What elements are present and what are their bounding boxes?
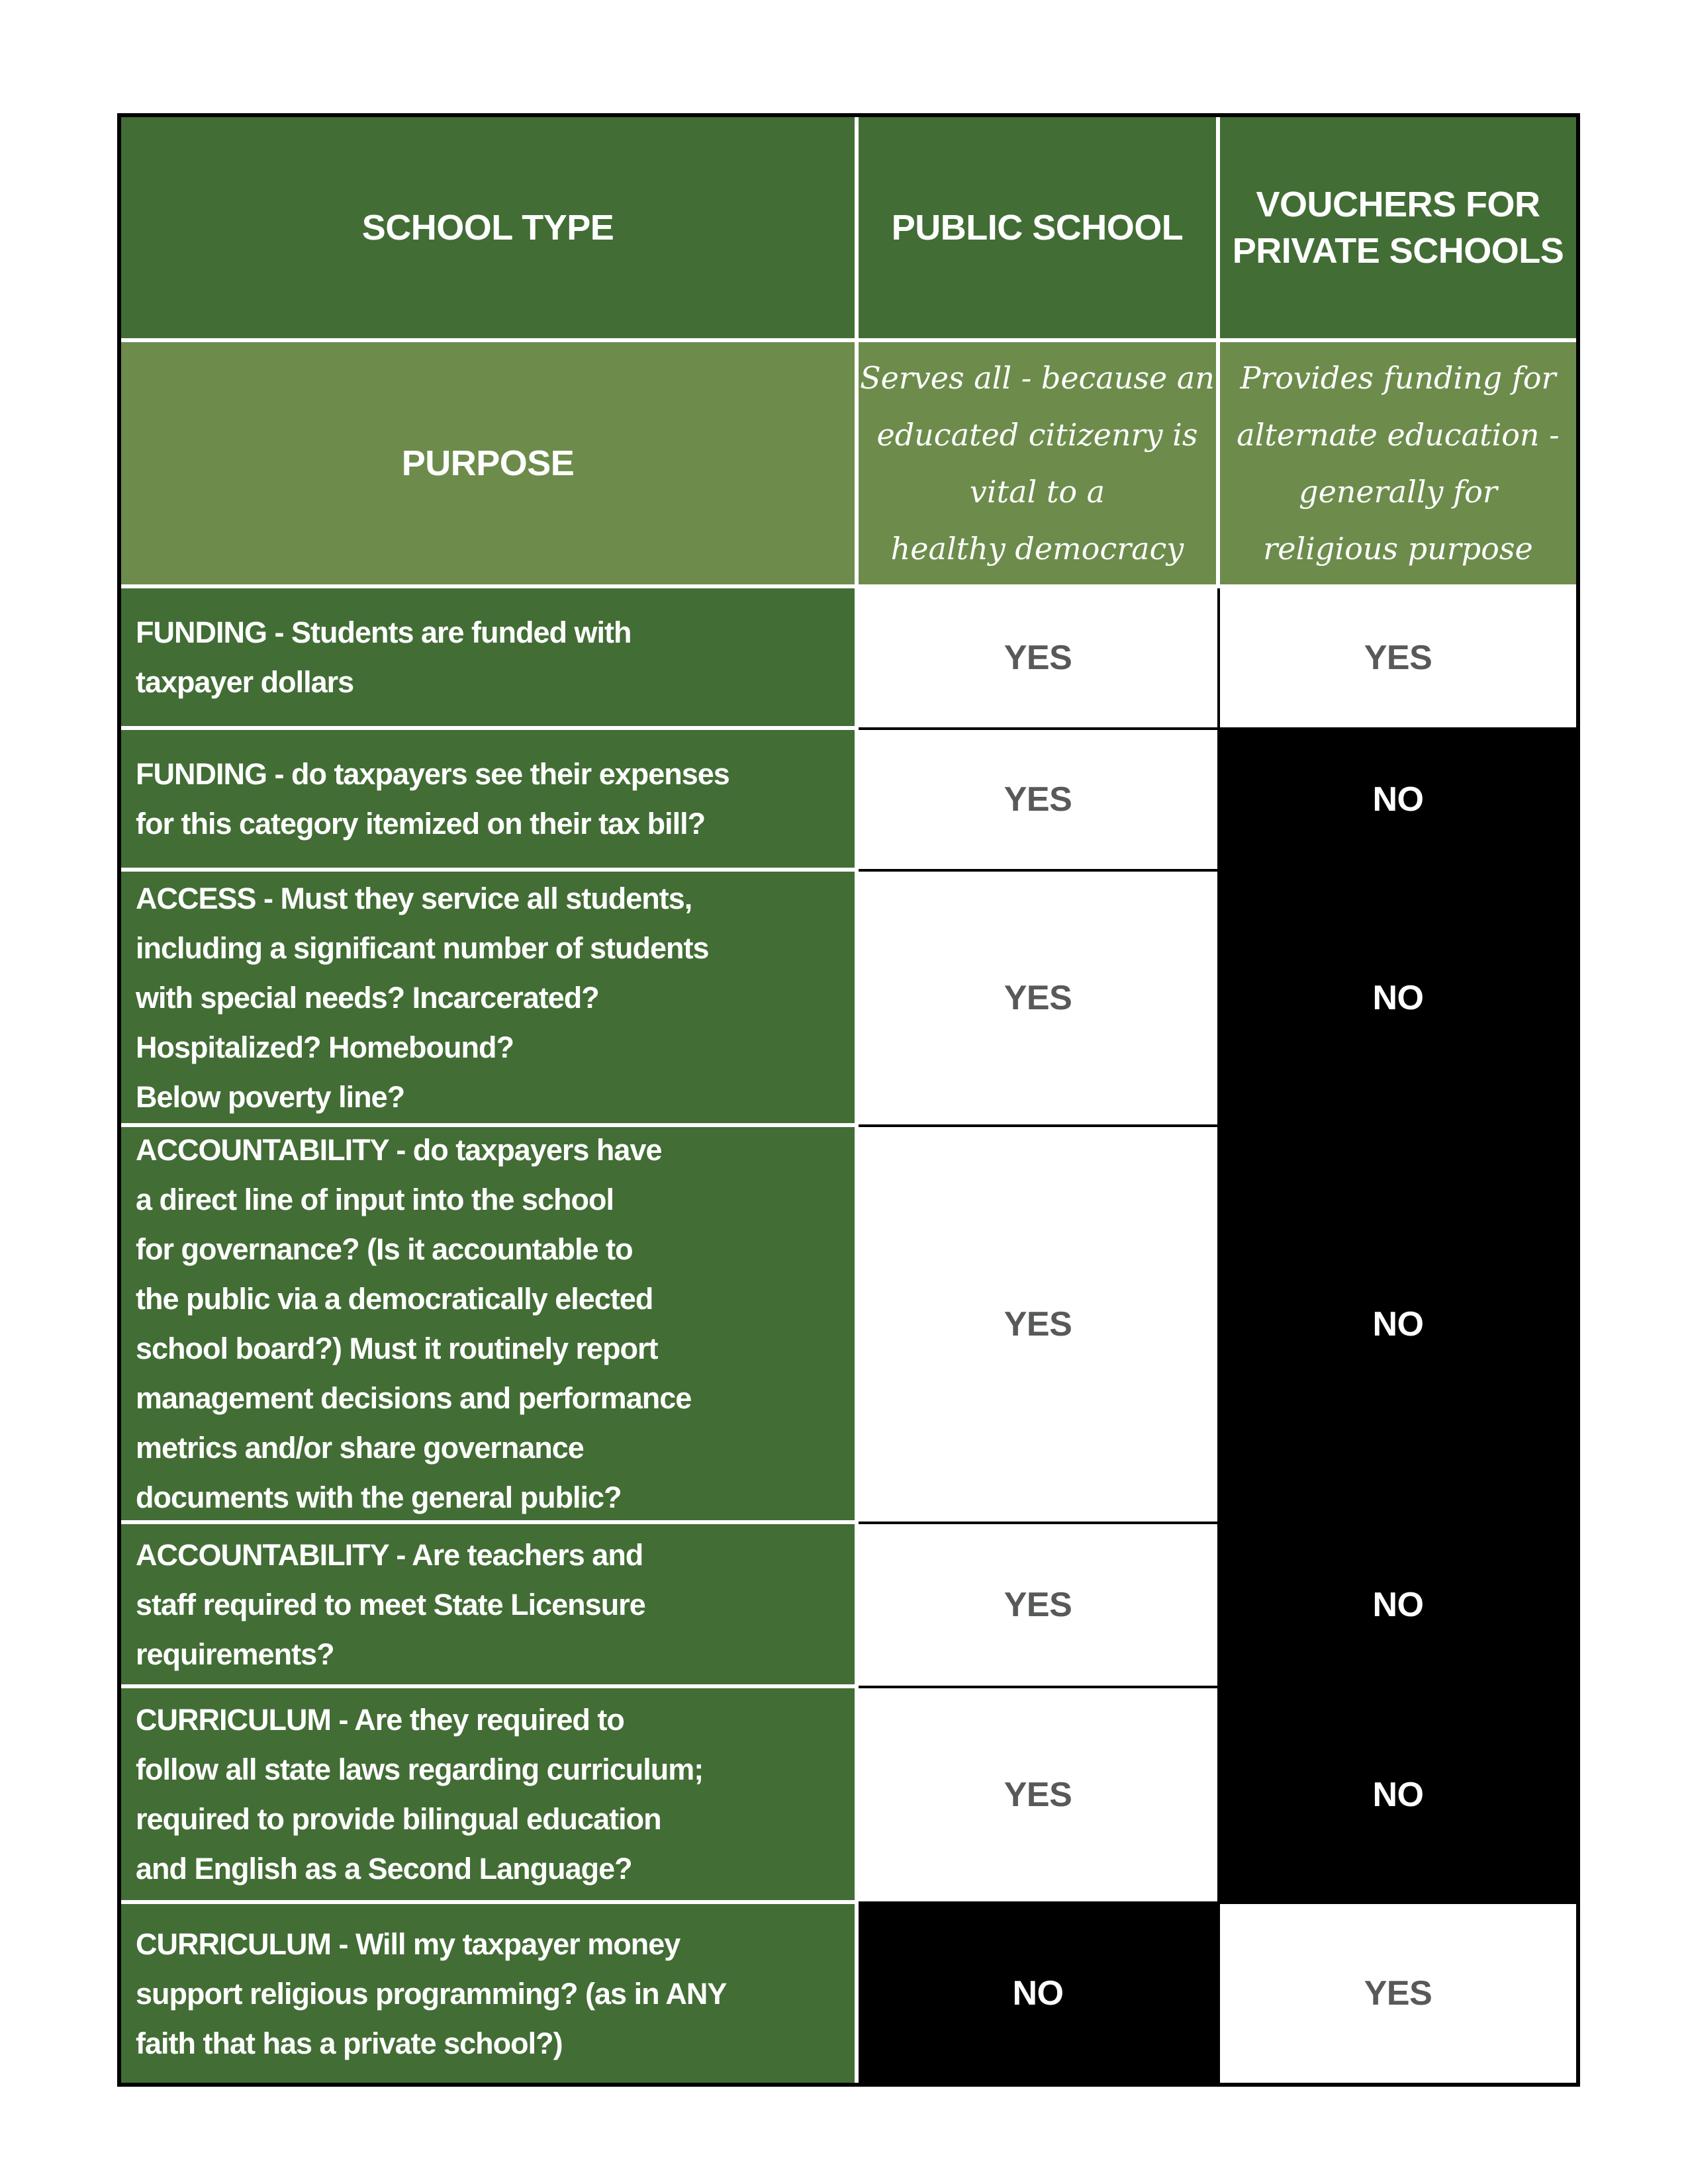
public-school-value: YES bbox=[859, 1688, 1220, 1904]
vouchers-value: NO bbox=[1220, 1524, 1576, 1688]
vouchers-value: NO bbox=[1220, 1688, 1576, 1904]
table-row: ACCOUNTABILITY - Are teachers and staff … bbox=[121, 1524, 1576, 1688]
vouchers-value: YES bbox=[1220, 1904, 1576, 2083]
table-row: ACCESS - Must they service all students,… bbox=[121, 872, 1576, 1127]
purpose-public-school: Serves all - because an educated citizen… bbox=[859, 342, 1220, 588]
table-row: FUNDING - do taxpayers see their expense… bbox=[121, 730, 1576, 872]
row-label: ACCOUNTABILITY - Are teachers and staff … bbox=[121, 1524, 859, 1688]
purpose-vouchers: Provides funding for alternate education… bbox=[1220, 342, 1576, 588]
vouchers-value: NO bbox=[1220, 1127, 1576, 1524]
purpose-label: PURPOSE bbox=[121, 342, 859, 588]
table-row: CURRICULUM - Will my taxpayer money supp… bbox=[121, 1904, 1576, 2083]
row-label: ACCESS - Must they service all students,… bbox=[121, 872, 859, 1127]
header-vouchers: VOUCHERS FOR PRIVATE SCHOOLS bbox=[1220, 117, 1576, 342]
vouchers-value: NO bbox=[1220, 872, 1576, 1127]
table-row: CURRICULUM - Are they required to follow… bbox=[121, 1688, 1576, 1904]
public-school-value: YES bbox=[859, 1524, 1220, 1688]
table-row: FUNDING - Students are funded with taxpa… bbox=[121, 588, 1576, 730]
public-school-value: YES bbox=[859, 588, 1220, 730]
table-row: ACCOUNTABILITY - do taxpayers have a dir… bbox=[121, 1127, 1576, 1524]
row-label: FUNDING - Students are funded with taxpa… bbox=[121, 588, 859, 730]
public-school-value: YES bbox=[859, 1127, 1220, 1524]
purpose-row: PURPOSE Serves all - because an educated… bbox=[121, 342, 1576, 588]
public-school-value: YES bbox=[859, 872, 1220, 1127]
comparison-table: SCHOOL TYPE PUBLIC SCHOOL VOUCHERS FOR P… bbox=[117, 113, 1580, 2087]
public-school-value: YES bbox=[859, 730, 1220, 872]
header-row: SCHOOL TYPE PUBLIC SCHOOL VOUCHERS FOR P… bbox=[121, 117, 1576, 342]
row-label: CURRICULUM - Will my taxpayer money supp… bbox=[121, 1904, 859, 2083]
row-label: ACCOUNTABILITY - do taxpayers have a dir… bbox=[121, 1127, 859, 1524]
vouchers-value: YES bbox=[1220, 588, 1576, 730]
header-school-type: SCHOOL TYPE bbox=[121, 117, 859, 342]
public-school-value: NO bbox=[859, 1904, 1220, 2083]
row-label: CURRICULUM - Are they required to follow… bbox=[121, 1688, 859, 1904]
header-public-school: PUBLIC SCHOOL bbox=[859, 117, 1220, 342]
row-label: FUNDING - do taxpayers see their expense… bbox=[121, 730, 859, 872]
vouchers-value: NO bbox=[1220, 730, 1576, 872]
